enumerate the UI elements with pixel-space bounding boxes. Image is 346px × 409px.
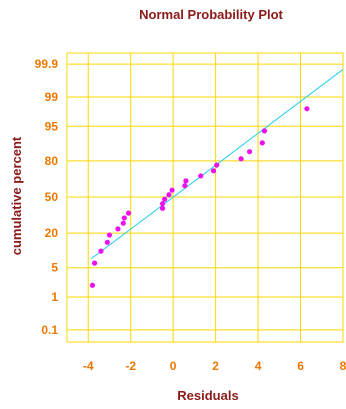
- y-tick-label: 1: [51, 290, 58, 304]
- plot-area: [66, 52, 344, 343]
- x-tick-label: -2: [125, 359, 136, 373]
- data-point: [259, 140, 265, 146]
- y-tick-label: 99: [45, 90, 59, 104]
- x-tick-label: 2: [212, 359, 219, 373]
- data-point: [214, 162, 220, 168]
- data-point: [89, 282, 96, 288]
- x-tick-label: 0: [170, 359, 177, 373]
- y-tick-label: 99.9: [35, 57, 59, 71]
- y-tick-label: 95: [45, 119, 59, 133]
- data-point: [162, 196, 168, 202]
- data-point: [98, 248, 104, 254]
- y-axis-label: cumulative percent: [9, 136, 24, 255]
- x-tick-label: 4: [255, 359, 262, 373]
- data-point: [246, 149, 253, 155]
- data-point: [159, 205, 166, 211]
- data-point: [121, 215, 127, 221]
- data-point: [106, 232, 113, 238]
- data-point: [238, 156, 244, 162]
- data-point: [92, 260, 98, 266]
- data-point: [166, 192, 172, 198]
- data-point: [198, 173, 204, 179]
- chart-title: Normal Probability Plot: [139, 7, 283, 22]
- data-point: [159, 201, 166, 207]
- data-point: [210, 168, 217, 174]
- data-point: [115, 226, 121, 232]
- x-tick-label: 8: [340, 359, 346, 373]
- data-point: [183, 178, 189, 184]
- x-axis: -4 -2 0 2 4 6 8: [83, 359, 346, 373]
- grid: [67, 53, 343, 342]
- data-point: [304, 106, 310, 112]
- x-tick-label: -4: [83, 359, 94, 373]
- y-tick-label: 20: [45, 226, 59, 240]
- data-point: [261, 128, 268, 134]
- y-tick-label: 5: [51, 261, 58, 275]
- y-tick-label: 80: [45, 154, 59, 168]
- data-point: [120, 220, 126, 226]
- data-point: [125, 210, 132, 216]
- data-point: [169, 187, 175, 193]
- y-tick-label: 50: [45, 190, 59, 204]
- x-axis-label: Residuals: [177, 388, 238, 403]
- y-tick-label: 0.1: [41, 323, 58, 337]
- data-point: [182, 183, 188, 189]
- x-tick-label: 6: [297, 359, 304, 373]
- data-points: [89, 106, 310, 288]
- data-point: [104, 239, 110, 245]
- y-axis: 0.1 1 5 20 50 80 95 99 99.9: [35, 57, 59, 337]
